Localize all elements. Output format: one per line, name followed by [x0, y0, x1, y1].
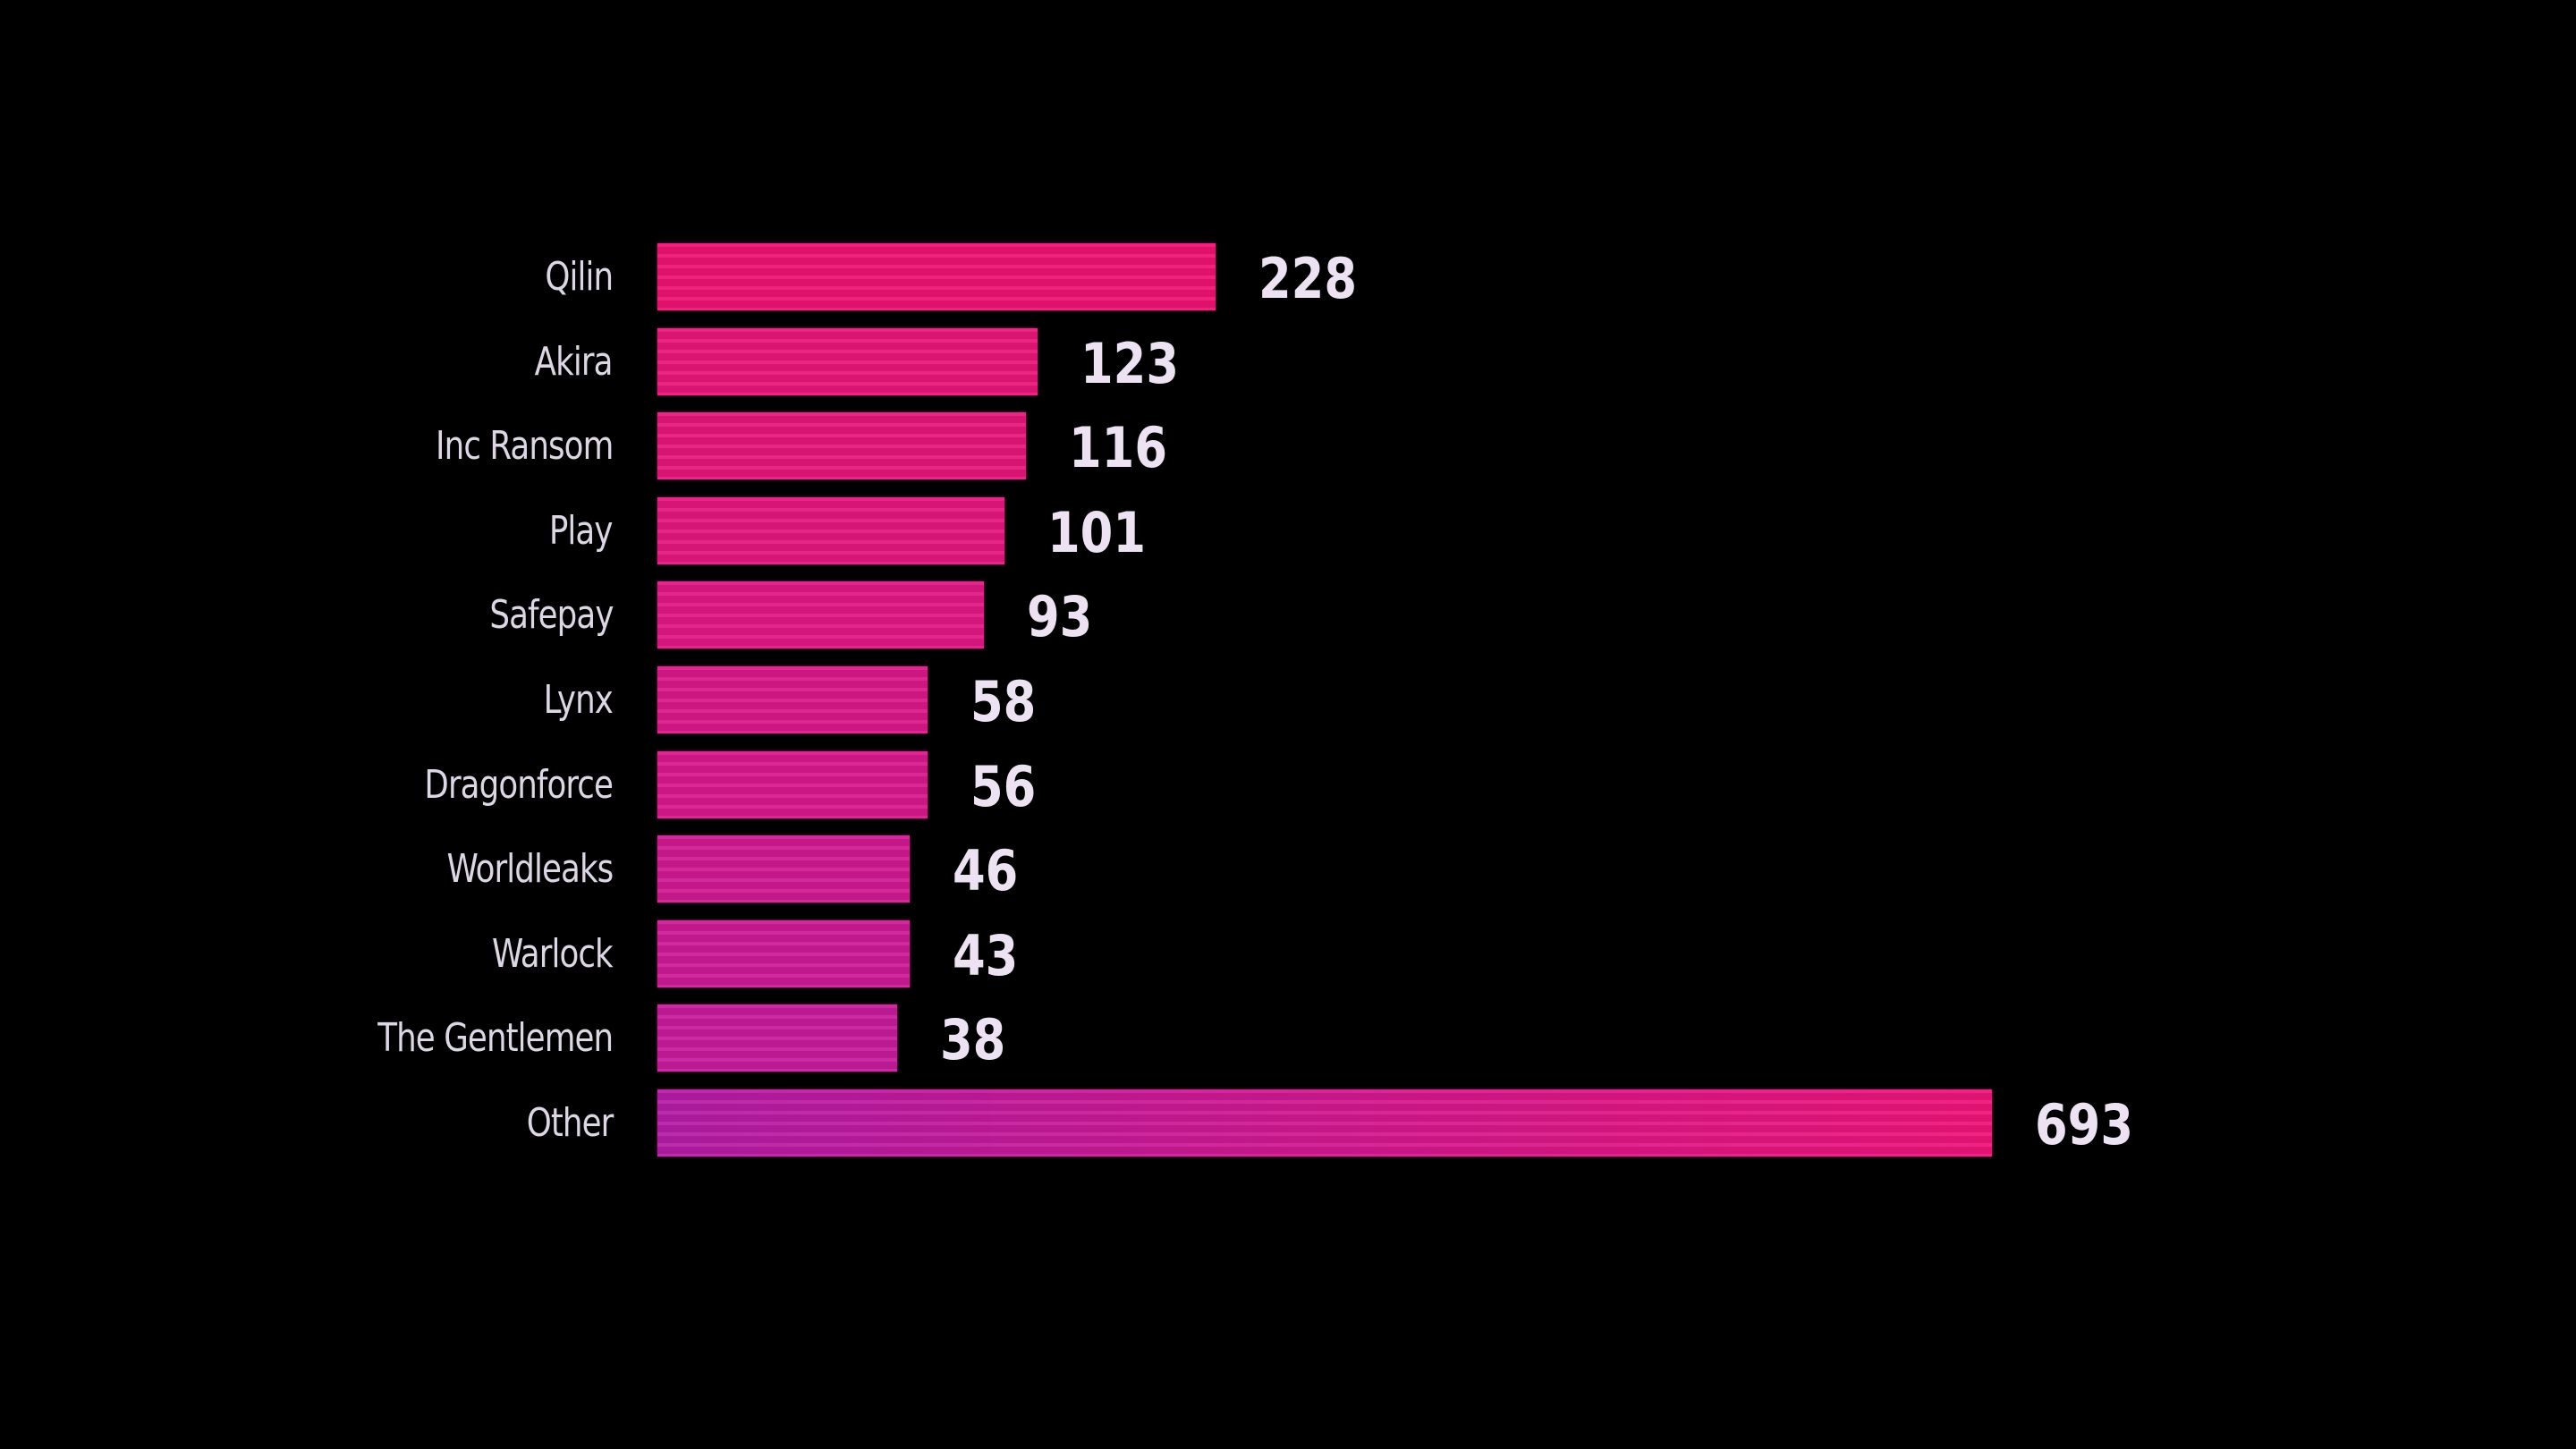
- bar: [657, 243, 1216, 310]
- value-label: 116: [1069, 415, 1168, 481]
- bar-row: Warlock 43: [0, 919, 2576, 988]
- bar: [657, 581, 984, 649]
- category-label: Worldleaks: [446, 846, 614, 893]
- bar-row: Akira 123: [0, 327, 2576, 396]
- bar: [657, 1089, 1992, 1157]
- bar-row: Play 101: [0, 496, 2576, 565]
- bar-row: Qilin 228: [0, 243, 2576, 311]
- bar-row: Dragonforce 56: [0, 750, 2576, 819]
- value-label: 43: [953, 922, 1019, 988]
- bar-row: Worldleaks 46: [0, 835, 2576, 904]
- bar: [657, 496, 1004, 564]
- bar: [657, 327, 1038, 395]
- category-label: The Gentlemen: [377, 1015, 614, 1062]
- bar-row: Lynx 58: [0, 666, 2576, 734]
- category-label: Lynx: [543, 677, 614, 723]
- value-label: 123: [1080, 330, 1180, 396]
- category-label: Other: [526, 1100, 614, 1146]
- bar: [657, 1004, 897, 1072]
- value-label: 38: [940, 1007, 1006, 1073]
- value-label: 46: [953, 838, 1019, 904]
- bar-row: Safepay 93: [0, 581, 2576, 650]
- value-label: 93: [1027, 584, 1093, 650]
- category-label: Play: [549, 507, 614, 554]
- bar-row: Inc Ransom 116: [0, 412, 2576, 481]
- bar: [657, 919, 910, 987]
- value-label: 58: [970, 669, 1037, 734]
- value-label: 101: [1047, 499, 1147, 565]
- category-label: Dragonforce: [424, 761, 614, 808]
- bar-row: Other 693: [0, 1089, 2576, 1157]
- value-label: 56: [970, 753, 1037, 819]
- bar: [657, 412, 1026, 480]
- category-label: Warlock: [492, 930, 614, 977]
- value-label: 228: [1258, 246, 1358, 311]
- bar: [657, 835, 910, 903]
- bar: [657, 666, 928, 733]
- bar: [657, 750, 928, 818]
- category-label: Safepay: [488, 592, 614, 639]
- category-label: Inc Ransom: [435, 423, 614, 470]
- category-label: Qilin: [545, 254, 614, 300]
- bar-row: The Gentlemen 38: [0, 1004, 2576, 1072]
- value-label: 693: [2035, 1092, 2134, 1157]
- category-label: Akira: [535, 338, 614, 385]
